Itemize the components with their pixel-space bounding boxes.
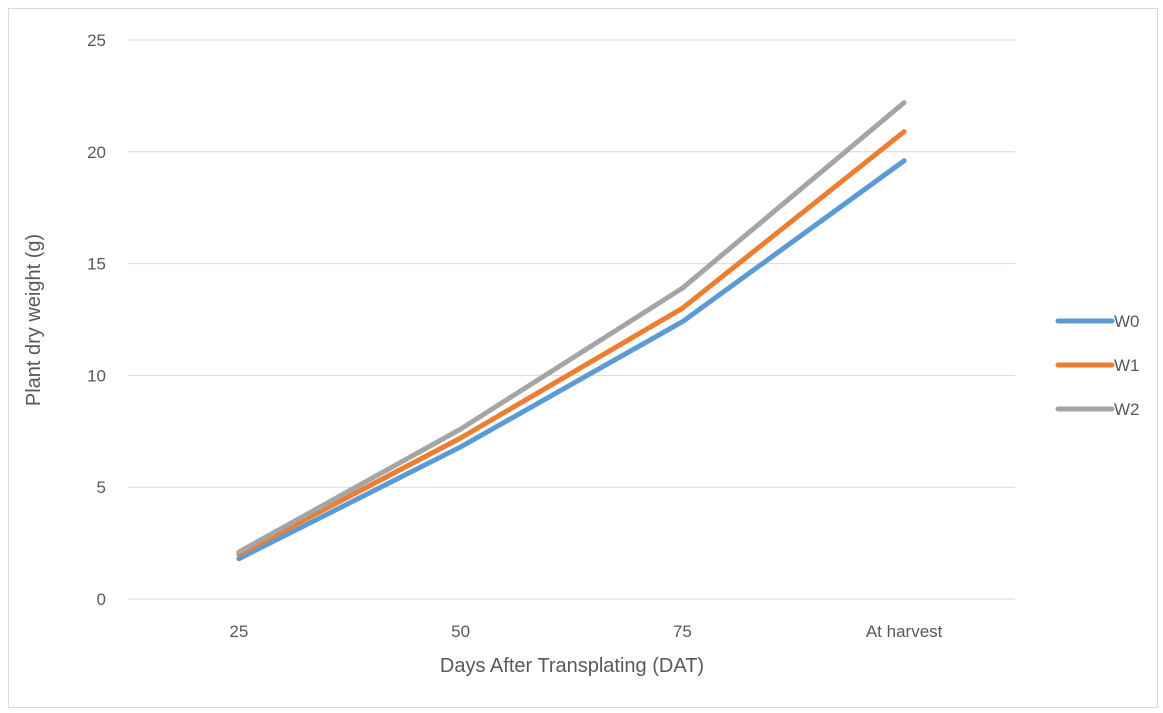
y-tick-label: 15	[87, 255, 106, 274]
y-tick-label: 10	[87, 366, 106, 385]
x-tick-label: 50	[451, 622, 470, 641]
series-lines	[236, 100, 907, 562]
legend-label-w0: W0	[1114, 312, 1140, 331]
series-line-w1	[236, 129, 907, 557]
chart-frame	[8, 8, 1158, 708]
y-tick-label: 25	[87, 31, 106, 50]
y-tick-label: 20	[87, 143, 106, 162]
series-line-w0	[236, 158, 907, 562]
x-tick-label: 75	[673, 622, 692, 641]
y-axis-ticks: 0 5 10 15 20 25	[87, 31, 106, 609]
y-tick-label: 5	[97, 478, 106, 497]
legend-label-w1: W1	[1114, 356, 1140, 375]
x-tick-label: At harvest	[866, 622, 943, 641]
x-tick-label: 25	[229, 622, 248, 641]
x-axis-title: Days After Transplating (DAT)	[440, 655, 704, 677]
legend-label-w2: W2	[1114, 400, 1140, 419]
y-tick-label: 0	[97, 590, 106, 609]
x-axis-ticks: 25 50 75 At harvest	[229, 622, 942, 641]
series-line-w2	[236, 100, 907, 555]
gridlines	[128, 39, 1015, 600]
legend: W0 W1 W2	[1055, 312, 1140, 419]
y-axis-title: Plant dry weight (g)	[23, 234, 45, 406]
